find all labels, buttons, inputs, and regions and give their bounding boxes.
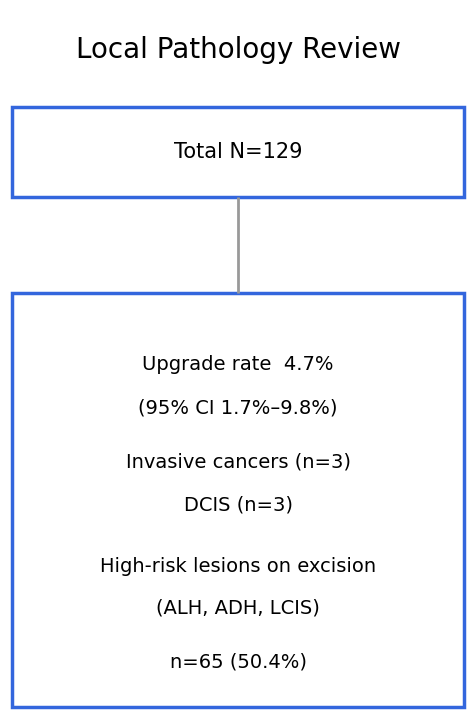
FancyBboxPatch shape xyxy=(12,107,464,197)
Text: Total N=129: Total N=129 xyxy=(174,142,302,162)
Text: High‑risk lesions on excision: High‑risk lesions on excision xyxy=(100,557,376,577)
Text: DCIS (n=3): DCIS (n=3) xyxy=(184,495,292,515)
Text: n=65 (50.4%): n=65 (50.4%) xyxy=(169,653,307,672)
Text: Invasive cancers (n=3): Invasive cancers (n=3) xyxy=(126,452,350,472)
Text: Upgrade rate  4.7%: Upgrade rate 4.7% xyxy=(142,355,334,375)
Text: Local Pathology Review: Local Pathology Review xyxy=(76,36,400,64)
Text: (ALH, ADH, LCIS): (ALH, ADH, LCIS) xyxy=(156,598,320,618)
FancyBboxPatch shape xyxy=(12,293,464,707)
Text: (95% CI 1.7%–9.8%): (95% CI 1.7%–9.8%) xyxy=(138,398,338,418)
